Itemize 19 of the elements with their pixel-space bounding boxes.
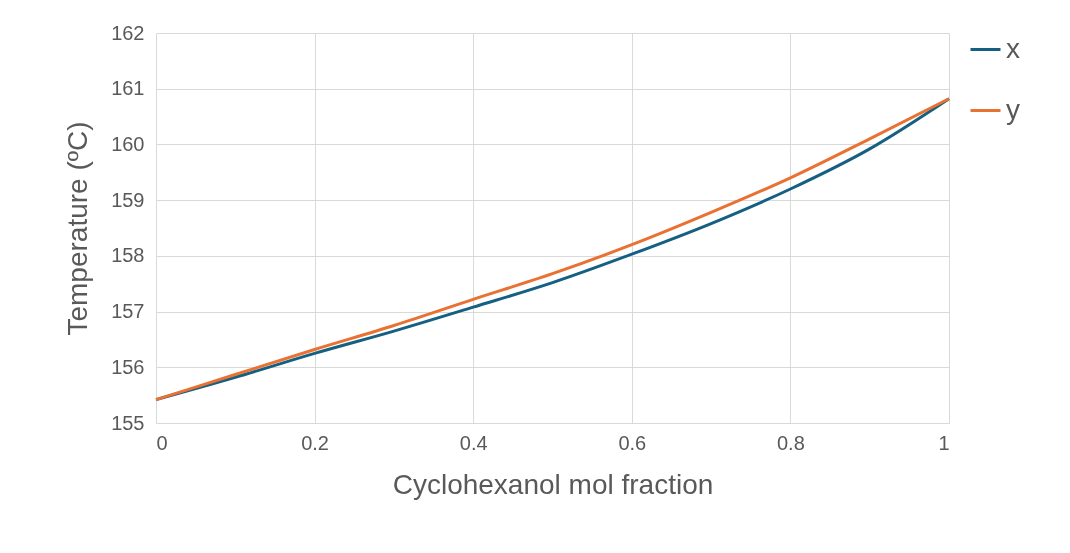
y-tick-label: 161 [111,77,145,100]
y-tick-label: 159 [111,188,145,211]
x-tick-label: 0 [156,431,168,454]
x-tick-label: 0.8 [776,431,805,454]
y-tick-label: 155 [111,411,145,434]
y-tick-label: 157 [111,300,145,323]
x-tick-label: 0.2 [301,431,330,454]
x-tick-label: 1 [938,431,950,454]
y-tick-label: 162 [111,21,145,44]
x-axis-title: Cyclohexanol mol fraction [392,468,714,500]
legend-label: x [1006,32,1020,64]
x-tick-label: 0.6 [618,431,647,454]
line-series [154,97,951,402]
y-tick-label: 156 [111,355,145,378]
x-tick-label: 0.4 [459,431,488,454]
y-tick-label: 158 [111,244,145,267]
legend-label: y [1006,93,1020,125]
y-axis-title: Temperature (ºC) [62,121,94,336]
y-tick-label: 160 [111,132,145,155]
